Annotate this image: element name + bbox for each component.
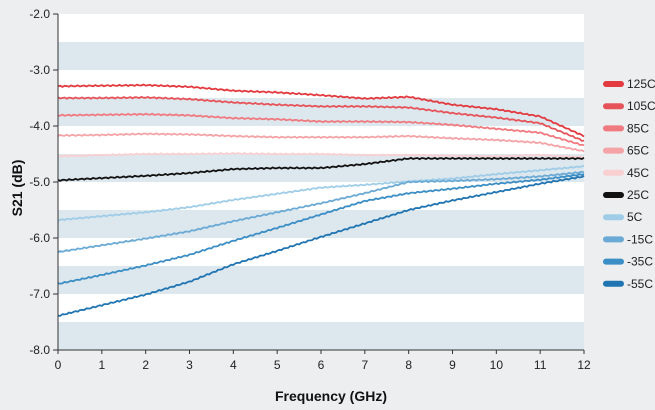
series-line-5C xyxy=(57,165,585,222)
legend-label: -55C xyxy=(627,277,653,291)
x-tick-label: 12 xyxy=(577,358,591,372)
grid-band xyxy=(58,42,584,70)
y-tick-label: -8.0 xyxy=(29,343,50,357)
legend-label: 125C xyxy=(627,77,655,91)
y-tick-label: -3.0 xyxy=(29,63,50,77)
legend: 125C 105C 85C 65C 45C 25C 5C -15C -35C -55C xyxy=(603,77,655,291)
x-tick-label: 4 xyxy=(230,358,237,372)
legend-label: 5C xyxy=(627,210,643,224)
grid-band xyxy=(58,266,584,294)
y-axis-title: S21 (dB) xyxy=(9,160,25,217)
x-axis-ticks: 0 1 2 3 4 5 6 7 8 9 10 11 12 xyxy=(55,350,591,372)
legend-label: -35C xyxy=(627,255,653,269)
series-line-45C xyxy=(57,151,585,159)
grid-band xyxy=(58,322,584,350)
series-line-65C xyxy=(57,132,585,153)
y-tick-label: -5.0 xyxy=(29,175,50,189)
x-tick-label: 5 xyxy=(274,358,281,372)
x-tick-label: 7 xyxy=(361,358,368,372)
x-tick-label: 10 xyxy=(490,358,504,372)
series-line--15C xyxy=(57,170,585,254)
x-tick-label: 8 xyxy=(405,358,412,372)
y-tick-label: -7.0 xyxy=(29,287,50,301)
series-line-105C xyxy=(57,96,585,142)
x-tick-label: 0 xyxy=(55,358,62,372)
x-tick-label: 6 xyxy=(318,358,325,372)
x-axis-title: Frequency (GHz) xyxy=(275,388,387,404)
y-axis-ticks: -2.0 -3.0 -4.0 -5.0 -6.0 -7.0 -8.0 xyxy=(29,7,58,357)
axes xyxy=(57,14,584,351)
series-line-25C xyxy=(57,156,585,182)
legend-label: 45C xyxy=(627,166,649,180)
y-tick-label: -4.0 xyxy=(29,119,50,133)
x-tick-label: 9 xyxy=(449,358,456,372)
series-line--55C xyxy=(57,174,585,317)
series-line-125C xyxy=(57,83,585,138)
legend-label: -15C xyxy=(627,232,653,246)
series-lines xyxy=(57,83,585,317)
x-tick-label: 2 xyxy=(142,358,149,372)
legend-label: 25C xyxy=(627,188,649,202)
y-tick-label: -2.0 xyxy=(29,7,50,21)
legend-label: 105C xyxy=(627,99,655,113)
y-tick-label: -6.0 xyxy=(29,231,50,245)
x-tick-label: 3 xyxy=(186,358,193,372)
legend-label: 65C xyxy=(627,144,649,158)
series-line--35C xyxy=(57,173,585,285)
legend-label: 85C xyxy=(627,121,649,135)
x-tick-label: 1 xyxy=(98,358,105,372)
x-tick-label: 11 xyxy=(534,358,547,372)
plot-background-bands xyxy=(58,14,584,350)
series-line-85C xyxy=(57,112,585,147)
